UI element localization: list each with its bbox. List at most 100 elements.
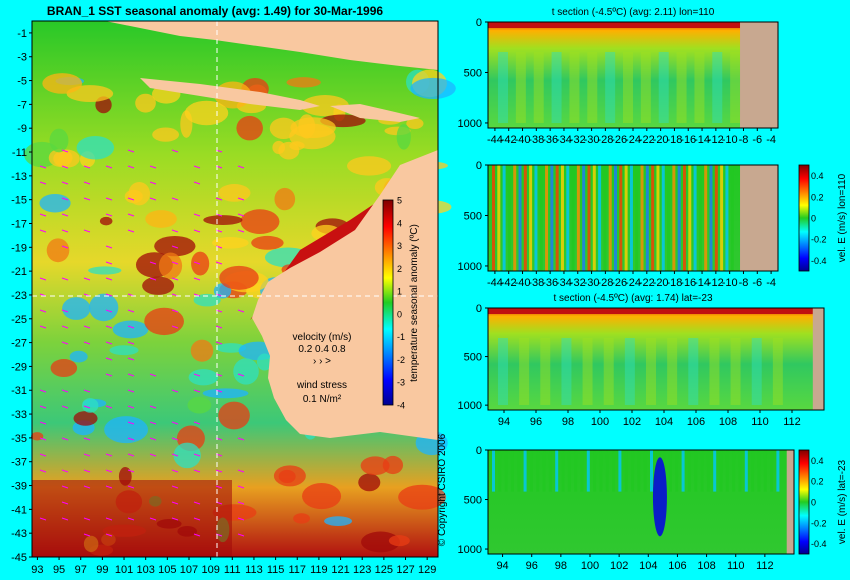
velocity-stripe: [534, 165, 538, 271]
velocity-stripe: [770, 450, 774, 492]
velocity-stripe: [694, 450, 698, 492]
velocity-vector: [39, 325, 47, 329]
velocity-vector: [127, 437, 135, 441]
panel-x-tick-label: -8: [739, 277, 749, 289]
velocity-stripe: [582, 165, 586, 271]
velocity-stripe: [629, 165, 633, 271]
panel-x-tick-label: -44: [487, 277, 503, 289]
map-lat-tick-label: -39: [11, 481, 27, 493]
velocity-vector: [105, 165, 113, 169]
velocity-vector: [105, 405, 113, 409]
panel-x-tick-label: -30: [584, 277, 600, 289]
velocity-legend-title: velocity (m/s): [293, 332, 352, 343]
panel-x-tick-label: -16: [680, 277, 696, 289]
velocity-vector: [39, 453, 47, 457]
velocity-vector: [193, 389, 201, 393]
map-lon-tick-label: 93: [31, 564, 43, 576]
anomaly-patch: [31, 432, 44, 441]
anomaly-patch: [272, 140, 286, 155]
anomaly-patch: [406, 118, 424, 130]
velocity-vector: [193, 213, 201, 217]
panel-x-tick-label: 102: [623, 416, 641, 428]
panel-y-tick-label: 0: [476, 445, 482, 457]
velocity-stripe: [513, 165, 517, 271]
anomaly-patch: [233, 358, 259, 385]
section-patch: [640, 52, 651, 123]
velocity-stripe: [661, 165, 665, 271]
anomaly-patch: [62, 297, 91, 320]
anomaly-patch: [219, 265, 259, 290]
map-anomaly-patches: [24, 69, 456, 557]
velocity-vector: [193, 517, 201, 521]
map-lon-tick-label: 103: [137, 564, 155, 576]
map-lon-tick-label: 107: [180, 564, 198, 576]
velocity-vector: [127, 469, 135, 473]
velocity-vector: [61, 245, 69, 249]
velocity-stripe: [720, 165, 724, 271]
velocity-vector: [127, 453, 135, 457]
panel-x-tick-label: -26: [611, 134, 627, 146]
velocity-stripe: [545, 165, 549, 271]
section-patch: [694, 52, 705, 123]
velocity-vector: [61, 405, 69, 409]
anomaly-patch: [69, 350, 88, 363]
panel-x-tick-label: -30: [584, 134, 600, 146]
map-lat-tick-label: -23: [11, 290, 27, 302]
velocity-vector: [61, 517, 69, 521]
anomaly-patch: [46, 238, 70, 263]
velocity-vector: [61, 197, 69, 201]
velocity-vector: [39, 277, 47, 281]
velocity-vector: [149, 437, 157, 441]
anomaly-patch: [382, 455, 404, 475]
velocity-stripe: [677, 165, 681, 271]
velocity-stripe: [576, 165, 580, 271]
anomaly-patch: [188, 369, 219, 386]
anomaly-patch: [50, 359, 78, 378]
velocity-vector: [171, 261, 179, 265]
velocity-vector: [61, 469, 69, 473]
velocity-vector: [39, 213, 47, 217]
map-lat-tick-label: -25: [11, 314, 27, 326]
panel-land: [812, 308, 824, 410]
anomaly-patch: [203, 215, 243, 225]
velocity-vector: [39, 181, 47, 185]
panel-x-tick-label: -10: [722, 277, 738, 289]
velocity-vector: [237, 485, 245, 489]
panel-colorbar-label: vel. E (m/s) lon=110: [837, 173, 848, 262]
panel-y-tick-label: 1000: [458, 544, 482, 556]
panel-y-tick-label: 500: [464, 495, 482, 507]
velocity-stripe: [539, 165, 543, 271]
section-patch: [515, 52, 526, 123]
panel-x-tick-label: -28: [597, 277, 613, 289]
anomaly-patch: [218, 401, 250, 430]
panel-x-tick-label: 110: [727, 560, 745, 572]
velocity-vector: [61, 485, 69, 489]
surface-warm-layer: [488, 308, 813, 314]
map-lon-tick-label: 129: [418, 564, 436, 576]
anomaly-patch: [240, 209, 280, 234]
panel-colorbar-tick-label: -0.4: [811, 256, 827, 266]
map-colorbar-tick-label: 2: [397, 264, 402, 274]
velocity-vector: [193, 373, 201, 377]
velocity-stripe: [732, 450, 736, 492]
anomaly-patch: [109, 345, 139, 356]
anomaly-patch: [99, 216, 113, 226]
velocity-stripe: [776, 450, 780, 492]
anomaly-patch: [256, 353, 273, 371]
panel-colorbar: [798, 164, 810, 272]
panel-x-tick-label: -14: [694, 277, 710, 289]
velocity-stripe: [624, 165, 628, 271]
section-patch: [603, 338, 614, 405]
section-patch: [751, 338, 762, 405]
map-lat-tick-label: -17: [11, 218, 27, 230]
velocity-vector: [149, 373, 157, 377]
velocity-vector: [171, 277, 179, 281]
velocity-vector: [105, 517, 113, 521]
panel-field: [488, 450, 794, 554]
panel-y-tick-label: 500: [464, 210, 482, 222]
velocity-vector: [127, 389, 135, 393]
velocity-vector: [149, 165, 157, 169]
velocity-vector: [39, 421, 47, 425]
anomaly-patch: [39, 193, 71, 213]
velocity-vector: [127, 373, 135, 377]
